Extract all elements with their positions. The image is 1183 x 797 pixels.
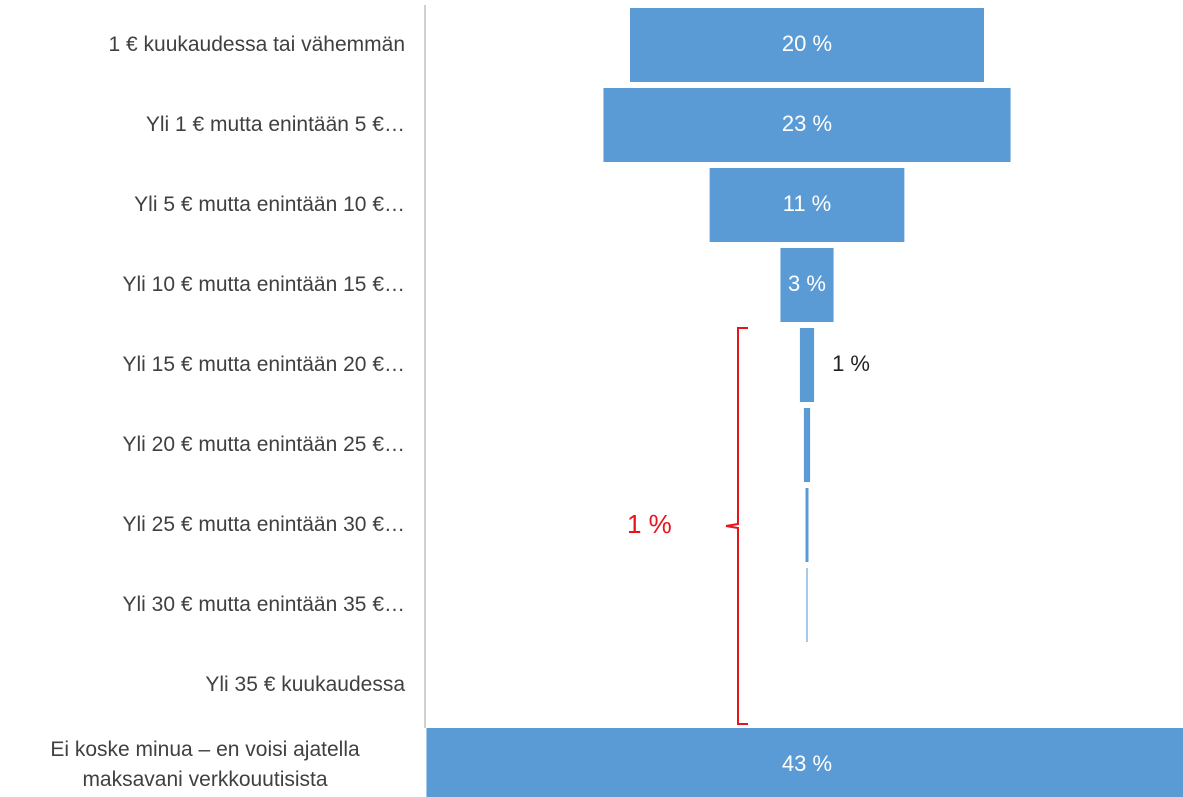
value-label: 20 % xyxy=(782,31,832,56)
category-label: Ei koske minua – en voisi ajatella maksa… xyxy=(50,738,360,791)
funnel-bar xyxy=(630,8,984,82)
value-label: 1 % xyxy=(832,351,870,376)
funnel-bar xyxy=(426,728,1183,797)
category-label: Yli 30 € mutta enintään 35 €… xyxy=(122,593,405,616)
bracket xyxy=(725,327,748,725)
category-label: 1 € kuukaudessa tai vähemmän xyxy=(108,33,405,56)
category-label: Yli 1 € mutta enintään 5 €… xyxy=(145,113,405,136)
value-label: 3 % xyxy=(788,271,826,296)
category-label: Yli 20 € mutta enintään 25 €… xyxy=(122,433,405,456)
category-label: Yli 5 € mutta enintään 10 €… xyxy=(134,193,405,216)
category-label: Yli 25 € mutta enintään 30 €… xyxy=(122,513,405,536)
funnel-bar xyxy=(806,568,808,642)
value-label: 23 % xyxy=(782,111,832,136)
funnel-bar xyxy=(780,248,834,322)
category-label: Yli 15 € mutta enintään 20 €… xyxy=(122,353,405,376)
category-label: Yli 35 € kuukaudessa xyxy=(205,673,405,696)
funnel-bar xyxy=(805,488,809,562)
value-label: 43 % xyxy=(782,751,832,776)
funnel-bar xyxy=(799,328,815,402)
annotation: 1 % xyxy=(627,509,672,539)
funnel-bar xyxy=(603,88,1011,162)
value-label: 11 % xyxy=(783,191,832,216)
category-label: Yli 10 € mutta enintään 15 €… xyxy=(122,273,405,296)
funnel-bar xyxy=(803,408,811,482)
funnel-bar xyxy=(709,168,905,242)
